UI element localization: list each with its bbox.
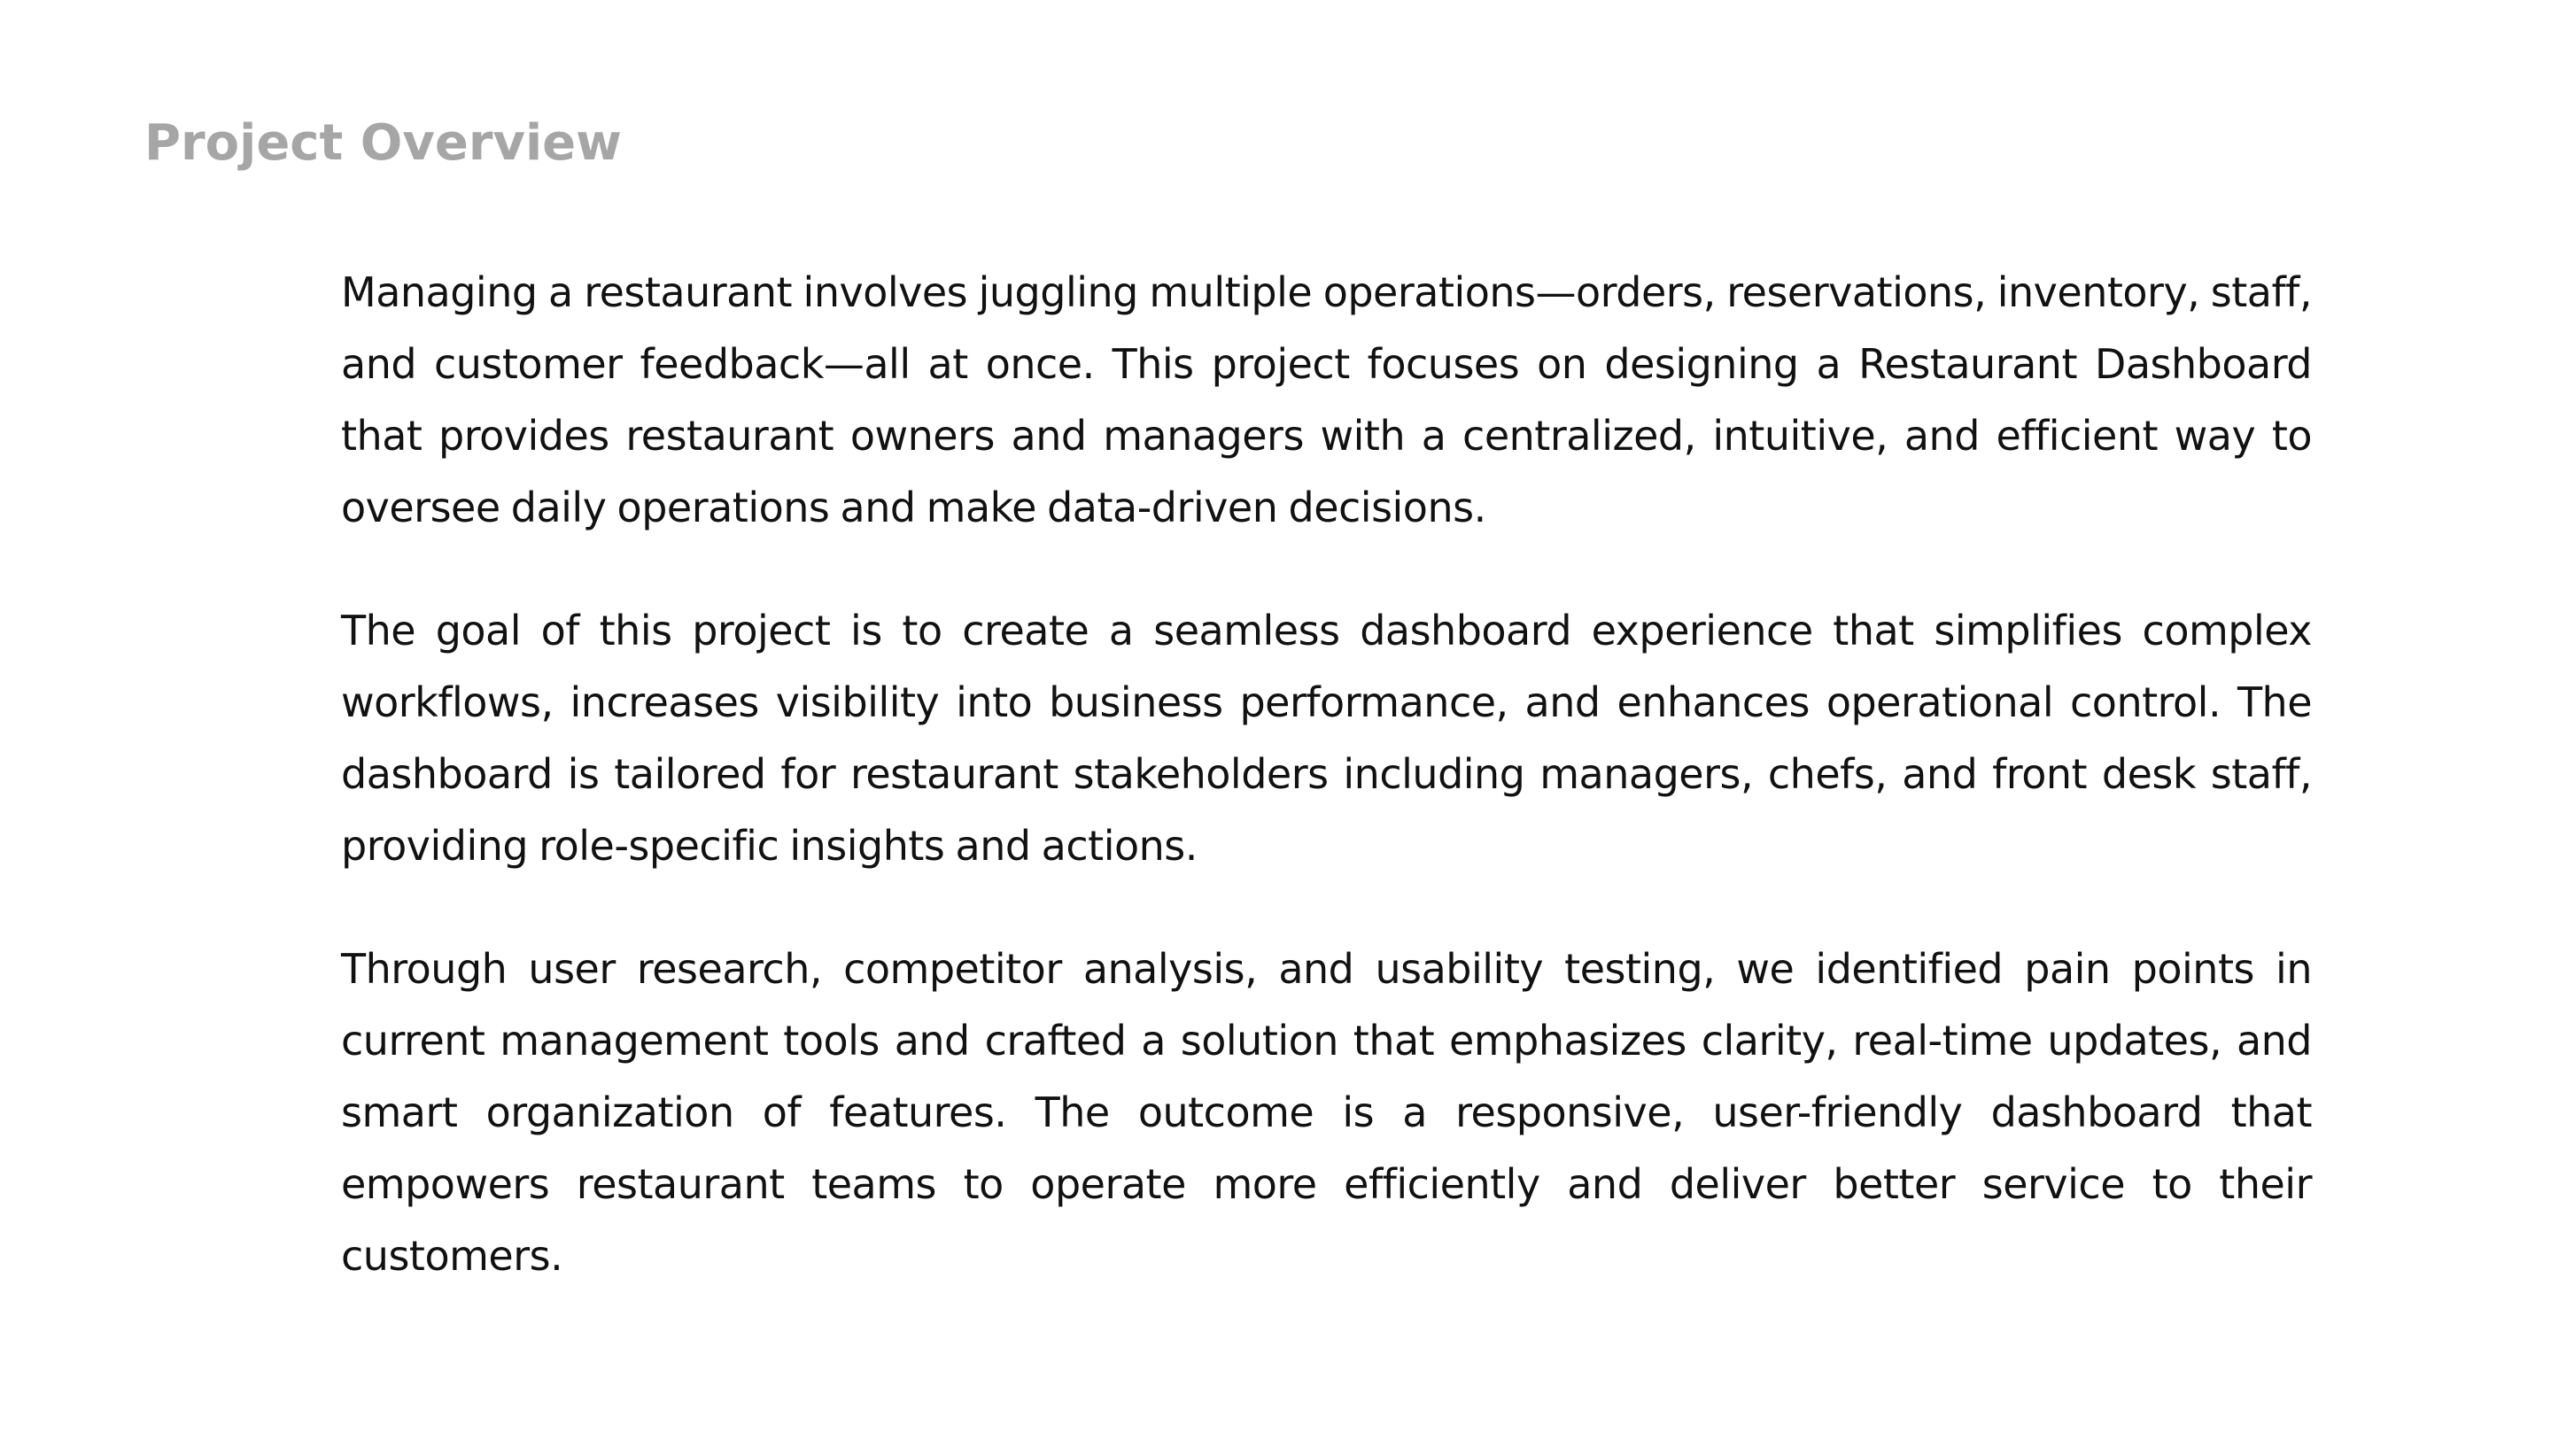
overview-paragraph-2: The goal of this project is to create a … — [341, 607, 2313, 870]
section-title: Project Overview — [144, 114, 622, 172]
overview-paragraph-1: Managing a restaurant involves juggling … — [341, 268, 2313, 531]
overview-body: Managing a restaurant involves juggling … — [341, 257, 2313, 1292]
overview-paragraph-3: Through user research, competitor analys… — [341, 945, 2313, 1280]
